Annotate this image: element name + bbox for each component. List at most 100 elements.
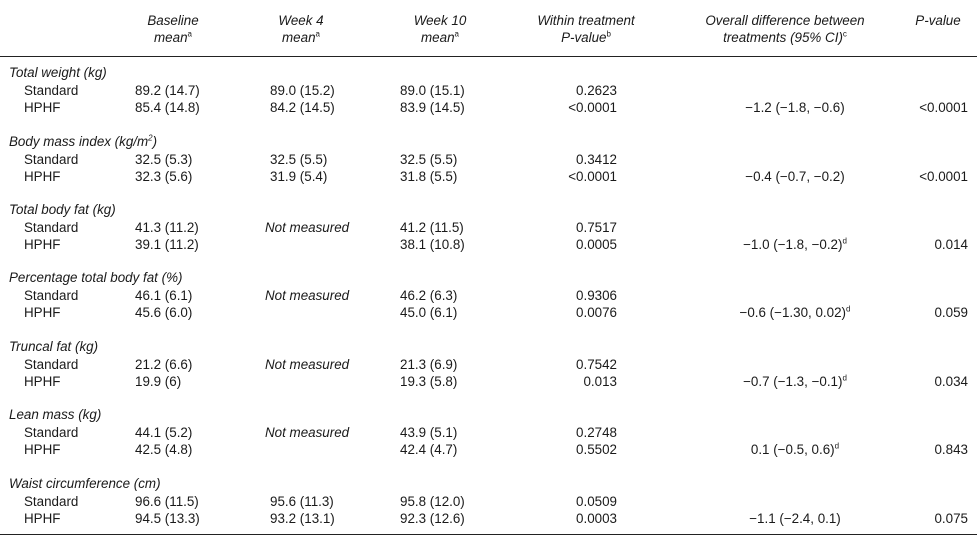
cell-week10: 89.0 (15.1) — [400, 83, 465, 98]
section-title-text: Total weight (kg) — [9, 65, 107, 80]
header-pvalue: P-value — [915, 13, 961, 28]
overall-difference-value: −0.4 (−0.7, −0.2) — [745, 169, 845, 184]
cell-within-pvalue: 0.2748 — [576, 425, 617, 440]
header-within: Within treatment P-valueb — [522, 12, 650, 46]
cell-within-pvalue: 0.0076 — [576, 305, 617, 320]
header-week4-line1: Week 4 — [278, 13, 324, 28]
cell-week10: 45.0 (6.1) — [400, 305, 458, 320]
row-group-label: Standard — [24, 357, 79, 372]
cell-week4: 31.9 (5.4) — [270, 169, 328, 184]
cell-pvalue: <0.0001 — [919, 100, 968, 115]
cell-week4: Not measured — [265, 220, 350, 235]
row-group-label: HPHF — [24, 374, 61, 389]
overall-difference-value: −1.0 (−1.8, −0.2) — [743, 237, 843, 252]
cell-week10: 21.3 (6.9) — [400, 357, 458, 372]
cell-week4: 93.2 (13.1) — [270, 511, 335, 526]
row-group-label: Standard — [24, 152, 79, 167]
row-group-label: HPHF — [24, 511, 61, 526]
section-title-text: Waist circumference (cm) — [9, 476, 161, 491]
cell-baseline: 85.4 (14.8) — [135, 100, 200, 115]
cell-week10: 43.9 (5.1) — [400, 425, 458, 440]
header-overall-ci: treatments (95% CI) — [723, 30, 843, 45]
header-baseline-mean: mean — [154, 30, 188, 45]
cell-baseline: 32.3 (5.6) — [135, 169, 193, 184]
superscript: 2 — [148, 133, 153, 143]
header-week10: Week 10 meana — [390, 12, 490, 46]
section-title: Waist circumference (cm) — [9, 476, 161, 492]
cell-within-pvalue: 0.0509 — [576, 494, 617, 509]
header-baseline: Baseline meana — [120, 12, 226, 46]
cell-overall-difference: −1.2 (−1.8, −0.6) — [700, 100, 890, 116]
cell-week10: 19.3 (5.8) — [400, 374, 458, 389]
section-title-end: ) — [152, 134, 158, 149]
cell-baseline: 21.2 (6.6) — [135, 357, 193, 372]
section-title: Body mass index (kg/m2) — [9, 134, 157, 150]
cell-within-pvalue: 0.9306 — [576, 288, 617, 303]
row-group-label: Standard — [24, 83, 79, 98]
header-baseline-line1: Baseline — [147, 13, 199, 28]
cell-week10: 46.2 (6.3) — [400, 288, 458, 303]
cell-week10: 41.2 (11.5) — [400, 220, 464, 235]
header-week10-line2: meana — [390, 29, 490, 46]
section-title: Lean mass (kg) — [9, 407, 101, 423]
cell-overall-difference: −0.7 (−1.3, −0.1)d — [700, 374, 890, 390]
cell-week4: 95.6 (11.3) — [270, 494, 334, 509]
row-group-label: Standard — [24, 288, 79, 303]
header-within-line1: Within treatment — [537, 13, 635, 28]
header-week4-line2: meana — [250, 29, 352, 46]
cell-baseline: 19.9 (6) — [135, 374, 182, 389]
cell-week10: 83.9 (14.5) — [400, 100, 465, 115]
cell-within-pvalue: 0.7542 — [576, 357, 617, 372]
header-week10-line1: Week 10 — [413, 13, 467, 28]
row-group-label: HPHF — [24, 237, 61, 252]
cell-baseline: 32.5 (5.3) — [135, 152, 193, 167]
section-title-text: Lean mass (kg) — [9, 407, 102, 422]
cell-week4: Not measured — [265, 288, 350, 303]
section-title: Truncal fat (kg) — [9, 339, 98, 355]
cell-baseline: 45.6 (6.0) — [135, 305, 193, 320]
cell-pvalue: 0.034 — [934, 374, 968, 389]
footnote-d: d — [842, 236, 847, 246]
overall-difference-value: −0.7 (−1.3, −0.1) — [743, 374, 843, 389]
header-overall: Overall difference between treatments (9… — [680, 12, 890, 46]
cell-week4: Not measured — [265, 357, 350, 372]
cell-within-pvalue: 0.7517 — [576, 220, 617, 235]
cell-within-pvalue: 0.3412 — [576, 152, 617, 167]
overall-difference-value: −1.2 (−1.8, −0.6) — [745, 100, 845, 115]
cell-pvalue: 0.075 — [934, 511, 968, 526]
cell-baseline: 96.6 (11.5) — [135, 494, 199, 509]
cell-overall-difference: 0.1 (−0.5, 0.6)d — [700, 442, 890, 458]
cell-pvalue: 0.843 — [934, 442, 968, 457]
header-overall-line2: treatments (95% CI)c — [680, 29, 890, 46]
header-within-line2: P-valueb — [522, 29, 650, 46]
cell-overall-difference: −1.1 (−2.4, 0.1) — [700, 511, 890, 527]
cell-within-pvalue: 0.013 — [583, 374, 617, 389]
row-group-label: Standard — [24, 425, 79, 440]
header-baseline-line2: meana — [120, 29, 226, 46]
section-title-text: Total body fat (kg) — [9, 202, 116, 217]
cell-week4: 32.5 (5.5) — [270, 152, 328, 167]
cell-week10: 38.1 (10.8) — [400, 237, 465, 252]
header-rule — [0, 56, 977, 57]
row-group-label: HPHF — [24, 305, 61, 320]
cell-week10: 92.3 (12.6) — [400, 511, 465, 526]
row-group-label: HPHF — [24, 169, 61, 184]
footnote-d: d — [846, 304, 851, 314]
header-overall-line1: Overall difference between — [705, 13, 865, 28]
cell-overall-difference: −1.0 (−1.8, −0.2)d — [700, 237, 890, 253]
cell-week10: 95.8 (12.0) — [400, 494, 465, 509]
cell-within-pvalue: 0.2623 — [576, 83, 617, 98]
overall-difference-value: −0.6 (−1.30, 0.02) — [739, 305, 846, 320]
footnote-a: a — [187, 29, 192, 39]
section-title: Total body fat (kg) — [9, 202, 116, 218]
cell-week10: 42.4 (4.7) — [400, 442, 458, 457]
row-group-label: HPHF — [24, 100, 61, 115]
overall-difference-value: 0.1 (−0.5, 0.6) — [750, 442, 835, 457]
row-group-label: Standard — [24, 494, 79, 509]
header-week10-mean: mean — [421, 30, 455, 45]
cell-within-pvalue: 0.0003 — [576, 511, 617, 526]
cell-pvalue: <0.0001 — [919, 169, 968, 184]
section-title: Total weight (kg) — [9, 65, 107, 81]
cell-pvalue: 0.059 — [934, 305, 968, 320]
